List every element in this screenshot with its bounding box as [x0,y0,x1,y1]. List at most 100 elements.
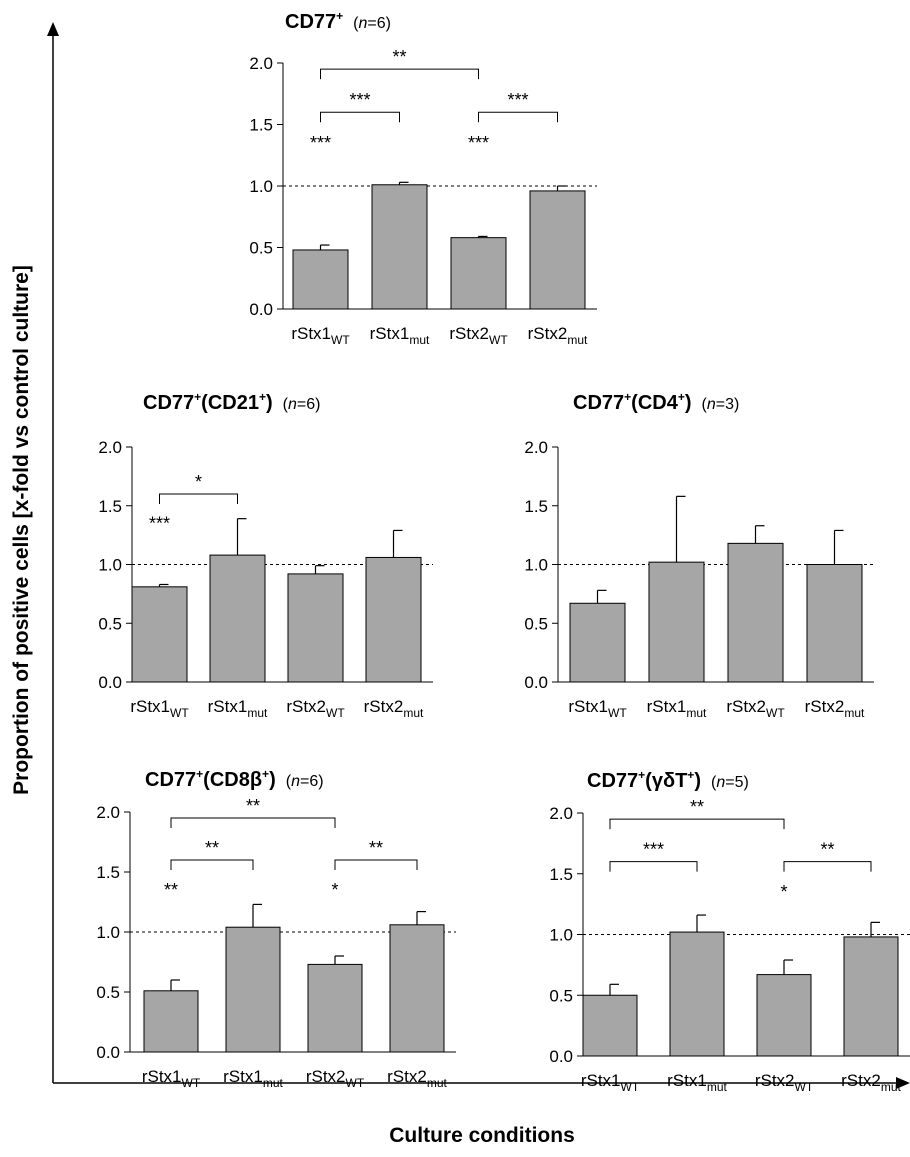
x-tick-label-base: rStx1 [370,324,410,343]
x-tick-label: rStx2WT [286,697,345,720]
bar [371,184,428,310]
chart-title-superscript: + [259,390,266,404]
bar [756,974,812,1057]
bar [131,586,188,683]
chart-n-label-part: ( [283,396,289,413]
y-tick-label: 0.5 [549,986,573,1005]
chart-n-label: (n=6) [353,15,391,32]
y-tick-label: 1.5 [249,116,273,135]
chart-panel-1: CD77+ (n=6) 0.0 0.5 1.0 1.5 2.0 rStx1WT rStx1mut… [249,9,597,347]
x-tick-label: rStx2mut [528,324,588,347]
y-tick-label: 0.0 [249,300,273,319]
x-tick-label: rStx1mut [208,697,268,720]
chart-n-label-italic: n [291,773,300,790]
significance-bracket [159,493,238,504]
chart-title: CD77+ [285,9,343,33]
x-tick-label-base: rStx2 [306,1067,346,1086]
y-tick-label: 0.0 [96,1043,120,1062]
x-tick-label-base: rStx1 [130,697,170,716]
x-tick-label: rStx1WT [130,697,189,720]
chart-title-superscript: + [262,767,269,781]
significance-bracket [170,859,254,870]
chart-title-superscript: + [687,768,694,782]
bar [582,994,638,1057]
y-tick-label: 0.0 [98,673,122,692]
significance-bracket [320,111,400,123]
x-tick-label-subscript: mut [881,1080,902,1094]
significance-label: ** [246,796,260,816]
x-tick-label-subscript: WT [621,1080,640,1094]
x-tick-label-subscript: mut [409,333,430,347]
chart-title-part: CD77 [145,769,196,791]
significance-label: ** [164,880,178,900]
x-tick-label-base: rStx2 [841,1071,881,1090]
x-tick-label: rStx1mut [667,1071,727,1094]
figure-x-axis-arrowhead [896,1077,910,1089]
chart-title-part: (CD21 [201,392,259,414]
y-tick-label: 1.0 [524,556,548,575]
x-tick-label-base: rStx2 [755,1071,795,1090]
x-tick-label-base: rStx2 [805,697,845,716]
x-tick-label-subscript: mut [707,1080,728,1094]
x-tick-label-base: rStx2 [726,697,766,716]
bar [225,926,281,1053]
y-tick-label: 1.0 [96,923,120,942]
chart-title: CD77+​(CD8β+​) [145,767,276,791]
x-tick-label-base: rStx1 [223,1067,263,1086]
significance-bracket [320,68,479,80]
x-tick-label: rStx1WT [291,324,350,347]
x-tick-label-subscript: mut [403,706,424,720]
x-tick-label-base: rStx2 [364,697,404,716]
x-tick-label: rStx2WT [449,324,508,347]
chart-n-label: (n=6) [286,773,324,790]
bar [307,963,363,1053]
chart-n-label-italic: n [707,396,716,413]
bar [569,602,626,683]
x-tick-label: rStx2WT [726,697,785,720]
chart-title: CD77+​(CD21+​) [143,390,273,414]
x-tick-label-base: rStx1 [568,697,608,716]
x-tick-label: rStx2WT [306,1067,365,1090]
y-tick-label: 1.0 [249,177,273,196]
chart-title-part: ) [685,392,692,414]
x-tick-label: rStx1WT [142,1067,201,1090]
bar [669,931,725,1057]
chart-n-label-part: ( [286,773,292,790]
significance-label: *** [349,90,370,110]
chart-n-label-italic: n [288,396,297,413]
y-tick-label: 0.5 [249,239,273,258]
chart-title-part: ) [266,392,273,414]
significance-label: ** [820,840,834,860]
bar [292,249,349,310]
y-tick-label: 1.5 [96,863,120,882]
x-tick-label-subscript: WT [331,333,350,347]
significance-bracket [170,817,336,828]
significance-label: ** [690,797,704,817]
significance-label: ** [392,47,406,67]
chart-title-part: CD77 [285,11,336,33]
bar [843,936,899,1057]
x-tick-label-subscript: mut [427,1076,448,1090]
significance-label: *** [643,840,664,860]
significance-bracket [783,861,872,872]
chart-title-part: CD77 [587,770,638,792]
x-tick-label-subscript: WT [326,706,345,720]
y-tick-label: 0.0 [524,673,548,692]
chart-title-superscript: + [194,390,201,404]
chart-n-label-part: ( [711,774,717,791]
chart-title-part: ) [269,769,276,791]
chart-title-part: CD77 [573,392,624,414]
bar [389,924,445,1053]
chart-n-label-part: ( [353,15,359,32]
y-tick-label: 2.0 [96,803,120,822]
figure-y-axis-arrowhead [47,22,59,36]
significance-label: * [331,880,338,900]
y-tick-label: 1.5 [98,497,122,516]
significance-bracket [478,111,558,123]
y-tick-label: 2.0 [249,54,273,73]
chart-n-label-part: =6) [367,15,391,32]
x-tick-label-subscript: WT [608,706,627,720]
x-tick-label: rStx1mut [647,697,707,720]
x-tick-label-subscript: mut [263,1076,284,1090]
x-tick-label-subscript: WT [170,706,189,720]
